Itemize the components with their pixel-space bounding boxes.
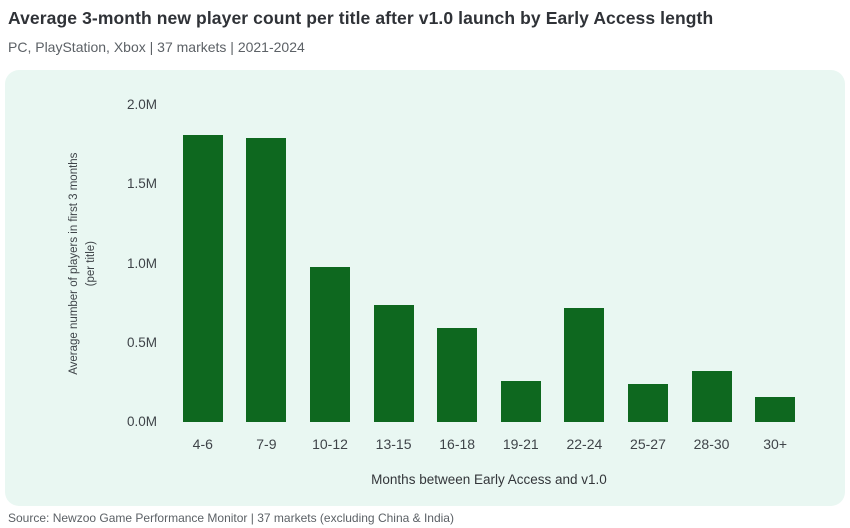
bar-slot: [425, 328, 489, 422]
x-tick-label: 13-15: [375, 436, 412, 452]
x-tick-label: 25-27: [630, 436, 666, 452]
x-axis-title: Months between Early Access and v1.0: [371, 472, 607, 487]
bars-area: [171, 105, 807, 422]
source-note: Source: Newzoo Game Performance Monitor …: [8, 511, 454, 525]
bar-22-24: [564, 308, 605, 422]
x-tick-label: 7-9: [256, 436, 277, 452]
bar-13-15: [373, 305, 414, 422]
y-tick-label: 1.5M: [126, 176, 157, 191]
chart-title: Average 3-month new player count per tit…: [8, 8, 714, 28]
x-tick-label: 30+: [763, 436, 788, 452]
x-tick-label: 19-21: [502, 436, 539, 452]
bar-slot: [362, 305, 426, 422]
y-tick-label: 2.0M: [126, 97, 157, 112]
bar-7-9: [246, 138, 287, 422]
y-tick-label: 0.5M: [126, 335, 157, 350]
bar-slot: [743, 397, 807, 422]
x-axis-ticks: 4-6 7-9 10-12 13-15 16-18 19-21 22-24 25-27 28-3…: [171, 436, 807, 452]
bar-slot: [616, 384, 680, 422]
bar-slot: [553, 308, 617, 422]
bar-30+: [755, 397, 796, 422]
bar-slot: [489, 381, 553, 422]
bar-28-30: [691, 371, 732, 422]
x-tick-label: 16-18: [439, 436, 476, 452]
bar-25-27: [627, 384, 668, 422]
bar-19-21: [500, 381, 541, 422]
y-tick-label: 0.0M: [126, 414, 157, 429]
y-axis-title-line1: Average number of players in first 3 mon…: [67, 152, 80, 375]
bar-10-12: [309, 267, 350, 422]
bar-16-18: [437, 328, 478, 422]
chart-panel: Average number of players in first 3 mon…: [5, 70, 845, 506]
bar-slot: [298, 267, 362, 422]
x-tick-label: 4-6: [192, 436, 213, 452]
x-tick-label: 10-12: [312, 436, 348, 452]
bar-slot: [171, 135, 235, 422]
bar-4-6: [182, 135, 223, 422]
bar-slot: [680, 371, 744, 422]
chart-subtitle: PC, PlayStation, Xbox | 37 markets | 202…: [8, 39, 305, 55]
x-tick-label: 22-24: [566, 436, 603, 452]
x-tick-label: 28-30: [693, 436, 730, 452]
bar-slot: [235, 138, 299, 422]
chart-header: Average 3-month new player count per tit…: [8, 8, 842, 55]
y-tick-label: 1.0M: [126, 256, 157, 271]
